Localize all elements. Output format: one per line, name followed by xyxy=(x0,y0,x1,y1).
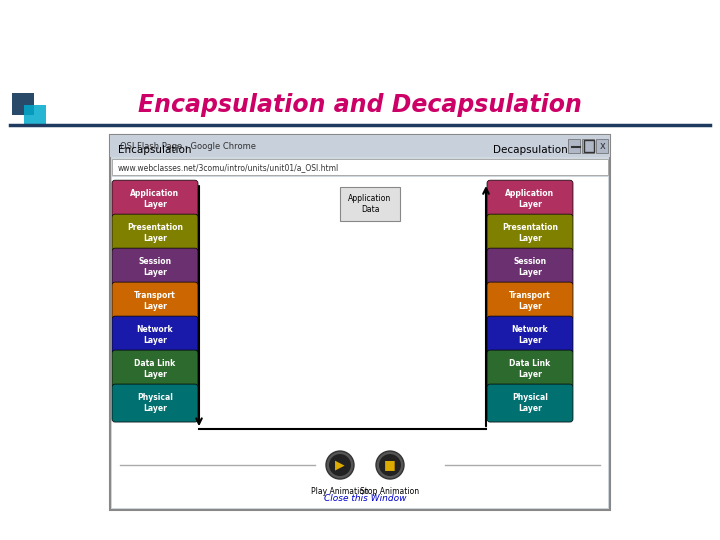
FancyBboxPatch shape xyxy=(582,139,594,153)
Text: Encapsulation: Encapsulation xyxy=(118,145,192,155)
Circle shape xyxy=(376,451,404,479)
Text: Transport
Layer: Transport Layer xyxy=(134,292,176,311)
FancyBboxPatch shape xyxy=(112,180,198,218)
FancyBboxPatch shape xyxy=(487,282,573,320)
Text: Network
Layer: Network Layer xyxy=(512,326,549,345)
FancyBboxPatch shape xyxy=(112,350,198,388)
FancyBboxPatch shape xyxy=(487,180,573,218)
FancyBboxPatch shape xyxy=(112,159,608,175)
Text: Decapsulation: Decapsulation xyxy=(492,145,567,155)
Text: ■: ■ xyxy=(384,458,396,471)
FancyBboxPatch shape xyxy=(487,248,573,286)
Text: x: x xyxy=(600,141,606,151)
Text: Physical
Layer: Physical Layer xyxy=(512,393,548,413)
FancyBboxPatch shape xyxy=(112,282,198,320)
FancyBboxPatch shape xyxy=(487,214,573,252)
Text: Data Link
Layer: Data Link Layer xyxy=(135,360,176,379)
Text: Play Animation: Play Animation xyxy=(311,487,369,496)
Text: ▶: ▶ xyxy=(336,458,345,471)
Circle shape xyxy=(329,454,351,476)
Text: Network
Layer: Network Layer xyxy=(137,326,174,345)
Text: Application
Layer: Application Layer xyxy=(130,190,179,209)
Text: Application
Layer: Application Layer xyxy=(505,190,554,209)
FancyBboxPatch shape xyxy=(112,316,198,354)
FancyBboxPatch shape xyxy=(487,384,573,422)
Text: OSI Flash Page - Google Chrome: OSI Flash Page - Google Chrome xyxy=(120,141,256,151)
FancyBboxPatch shape xyxy=(568,139,580,153)
Text: Session
Layer: Session Layer xyxy=(138,258,171,277)
FancyBboxPatch shape xyxy=(112,214,198,252)
Text: Transport
Layer: Transport Layer xyxy=(509,292,551,311)
FancyBboxPatch shape xyxy=(596,139,608,153)
FancyBboxPatch shape xyxy=(112,248,198,286)
FancyBboxPatch shape xyxy=(487,316,573,354)
FancyBboxPatch shape xyxy=(24,105,46,127)
FancyBboxPatch shape xyxy=(12,93,34,115)
Text: Application
Data: Application Data xyxy=(348,194,392,214)
FancyBboxPatch shape xyxy=(340,187,400,221)
Text: Close this Window: Close this Window xyxy=(324,494,406,503)
Text: Presentation
Layer: Presentation Layer xyxy=(127,224,183,243)
FancyBboxPatch shape xyxy=(487,350,573,388)
Circle shape xyxy=(379,454,401,476)
Text: Physical
Layer: Physical Layer xyxy=(137,393,173,413)
Circle shape xyxy=(326,451,354,479)
Text: Encapsulation and Decapsulation: Encapsulation and Decapsulation xyxy=(138,93,582,117)
Text: OSI Reference Model: OSI Reference Model xyxy=(11,23,207,40)
FancyBboxPatch shape xyxy=(112,384,198,422)
Text: Stop Animation: Stop Animation xyxy=(361,487,420,496)
Text: Data Link
Layer: Data Link Layer xyxy=(509,360,551,379)
Text: Session
Layer: Session Layer xyxy=(513,258,546,277)
FancyBboxPatch shape xyxy=(110,135,610,510)
Text: Presentation
Layer: Presentation Layer xyxy=(502,224,558,243)
FancyBboxPatch shape xyxy=(112,177,608,508)
Text: www.webclasses.net/3comu/intro/units/unit01/a_OSI.html: www.webclasses.net/3comu/intro/units/uni… xyxy=(118,163,339,172)
FancyBboxPatch shape xyxy=(110,135,610,157)
